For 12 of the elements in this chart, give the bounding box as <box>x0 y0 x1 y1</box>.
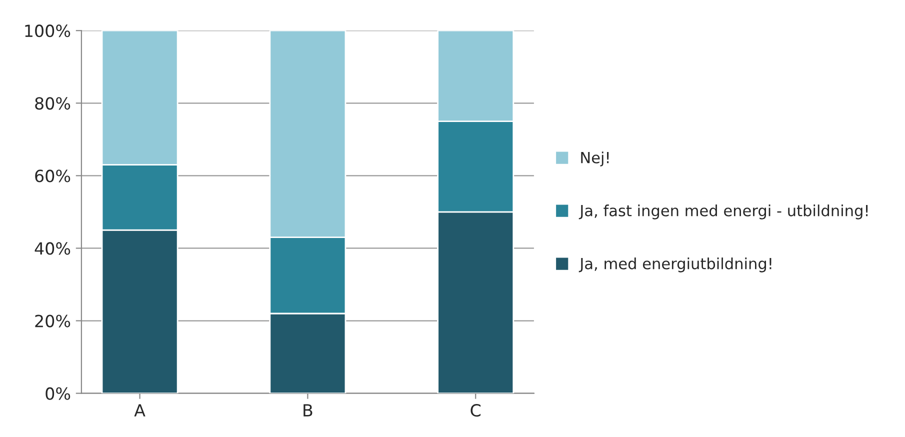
y-tick-label: 20% <box>35 314 70 328</box>
y-tick-label: 100% <box>25 24 70 38</box>
legend-label: Ja, fast ingen med energi - utbildning! <box>578 204 868 220</box>
x-tick-label: A <box>134 404 146 416</box>
y-tick-label: 40% <box>34 242 70 255</box>
legend-label: Nej! <box>581 152 609 166</box>
y-tick-label: 60% <box>35 170 70 182</box>
legend-label: Ja, med energiutbildning! <box>578 258 772 272</box>
y-tick-label: 0% <box>46 387 70 400</box>
y-tick-label: 80% <box>35 97 70 110</box>
x-tick-label: B <box>304 404 312 416</box>
x-tick-label: C <box>470 404 481 417</box>
